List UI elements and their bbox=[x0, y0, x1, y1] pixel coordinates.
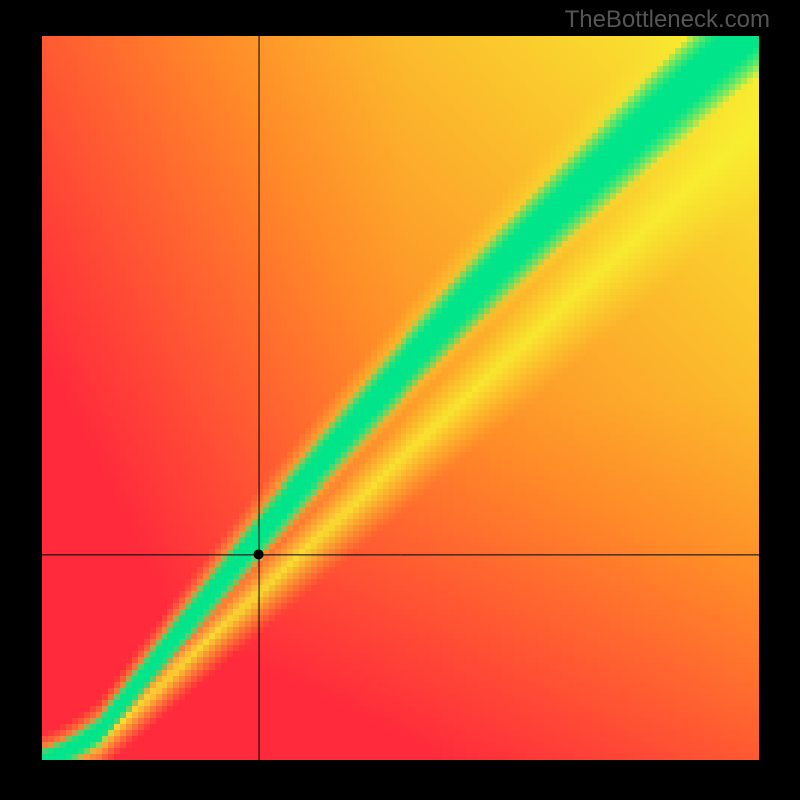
watermark-label: TheBottleneck.com bbox=[565, 6, 770, 34]
chart-container: TheBottleneck.com bbox=[0, 0, 800, 800]
bottleneck-heatmap bbox=[42, 36, 759, 760]
